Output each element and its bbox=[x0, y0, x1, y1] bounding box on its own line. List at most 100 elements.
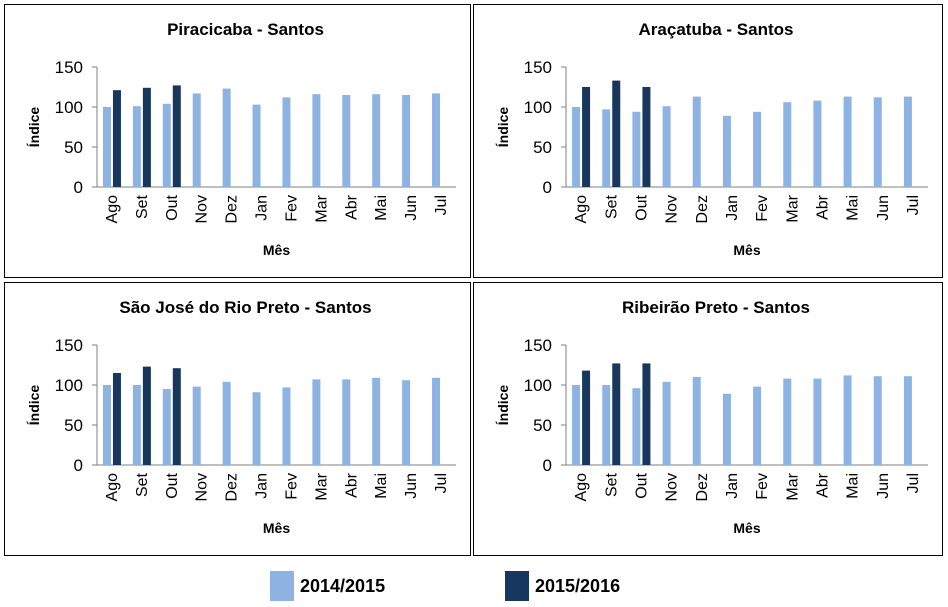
bar-2014-2015-dez bbox=[692, 96, 701, 187]
bar-2014-2015-jul bbox=[903, 376, 912, 465]
x-tick-label-fev: Fev bbox=[754, 195, 771, 222]
x-tick-label-jun: Jun bbox=[403, 473, 420, 499]
y-tick-label: 100 bbox=[524, 376, 552, 395]
y-tick-label: 0 bbox=[543, 178, 552, 197]
bar-2014-2015-jul bbox=[903, 96, 912, 187]
bar-2015-2016-ago bbox=[112, 373, 121, 465]
bar-2014-2015-jan bbox=[252, 104, 261, 187]
x-axis-label: Mês bbox=[733, 520, 760, 536]
bar-2015-2016-ago bbox=[582, 87, 591, 187]
legend-label-2014-2015: 2014/2015 bbox=[300, 575, 386, 596]
bar-2014-2015-abr bbox=[342, 379, 351, 465]
x-tick-label-nov: Nov bbox=[664, 195, 681, 223]
x-tick-label-jan: Jan bbox=[254, 195, 271, 221]
x-tick-label-set: Set bbox=[603, 194, 620, 219]
bar-2014-2015-out bbox=[162, 389, 171, 465]
x-axis-label: Mês bbox=[263, 520, 290, 536]
bar-2015-2016-out bbox=[642, 87, 651, 187]
legend-label-2015-2016: 2015/2016 bbox=[535, 575, 621, 596]
x-tick-label-jun: Jun bbox=[875, 195, 892, 221]
bar-2014-2015-mar bbox=[312, 94, 321, 187]
chart-panel-ribeirao-preto: Ribeirão Preto - Santos Índice 0 50 100 150 Ag… bbox=[473, 282, 943, 556]
bar-2014-2015-nov bbox=[192, 386, 201, 465]
bar-2014-2015-jul bbox=[432, 377, 441, 465]
x-tick-label-jan: Jan bbox=[254, 473, 271, 499]
y-axis-label: Índice bbox=[26, 107, 42, 148]
x-tick-label-jun: Jun bbox=[875, 473, 892, 499]
x-tick-label-fev: Fev bbox=[283, 195, 300, 222]
x-tick-label-mai: Mai bbox=[373, 473, 390, 499]
y-tick-label: 100 bbox=[524, 98, 552, 117]
x-tick-label-abr: Abr bbox=[343, 194, 360, 220]
bar-2014-2015-mai bbox=[372, 377, 381, 465]
x-tick-label-out: Out bbox=[164, 472, 181, 498]
x-tick-label-mar: Mar bbox=[313, 194, 330, 222]
bar-2014-2015-mai bbox=[843, 375, 852, 465]
x-tick-label-ago: Ago bbox=[104, 473, 121, 502]
bar-2014-2015-ago bbox=[572, 385, 581, 465]
bar-2014-2015-nov bbox=[192, 93, 201, 187]
bar-2014-2015-jan bbox=[252, 392, 261, 465]
bar-2014-2015-jan bbox=[722, 115, 731, 187]
bar-2014-2015-mar bbox=[312, 379, 321, 465]
x-tick-label-set: Set bbox=[603, 472, 620, 497]
x-tick-label-jan: Jan bbox=[724, 195, 741, 221]
y-tick-label: 50 bbox=[533, 138, 552, 157]
y-tick-label: 50 bbox=[533, 416, 552, 435]
bar-2014-2015-dez bbox=[222, 88, 231, 187]
y-tick-label: 150 bbox=[55, 336, 83, 355]
x-axis-label: Mês bbox=[733, 242, 760, 258]
y-tick-label: 0 bbox=[74, 178, 83, 197]
chart-panel-aracatuba: Araçatuba - Santos Índice 0 50 100 150 Ago Set O… bbox=[473, 4, 943, 278]
legend: 2014/2015 2015/2016 bbox=[0, 568, 948, 604]
chart-title: Ribeirão Preto - Santos bbox=[622, 298, 810, 317]
legend-item-2015-2016: 2015/2016 bbox=[505, 568, 620, 604]
x-tick-label-dez: Dez bbox=[224, 195, 241, 223]
bar-2014-2015-mai bbox=[372, 94, 381, 187]
y-tick-label: 50 bbox=[64, 416, 83, 435]
x-tick-label-jul: Jul bbox=[905, 195, 922, 215]
bar-2014-2015-mai bbox=[843, 96, 852, 187]
chart-piracicaba: Piracicaba - Santos Índice 0 50 100 150 Ago Set… bbox=[26, 20, 456, 258]
chart-sao-jose-do-rio-preto: São José do Rio Preto - Santos Índice 0 50 1… bbox=[26, 298, 456, 536]
x-tick-label-mai: Mai bbox=[373, 195, 390, 221]
bar-2014-2015-out bbox=[632, 111, 641, 187]
x-tick-label-out: Out bbox=[633, 472, 650, 498]
bar-2015-2016-out bbox=[172, 85, 181, 187]
bar-2014-2015-mar bbox=[783, 378, 792, 465]
y-tick-label: 0 bbox=[74, 456, 83, 475]
x-tick-label-mar: Mar bbox=[784, 194, 801, 222]
x-tick-label-set: Set bbox=[134, 194, 151, 219]
chart-panel-sao-jose-do-rio-preto: São José do Rio Preto - Santos Índice 0 50 1… bbox=[4, 282, 471, 556]
x-tick-label-fev: Fev bbox=[283, 473, 300, 500]
y-tick-label: 50 bbox=[64, 138, 83, 157]
x-tick-label-dez: Dez bbox=[224, 473, 241, 501]
y-tick-label: 0 bbox=[543, 456, 552, 475]
bar-2014-2015-jun bbox=[402, 95, 411, 187]
x-tick-label-mar: Mar bbox=[784, 472, 801, 500]
bar-2014-2015-fev bbox=[282, 97, 291, 187]
x-tick-label-mai: Mai bbox=[845, 473, 862, 499]
x-tick-label-nov: Nov bbox=[194, 195, 211, 223]
bar-2014-2015-mar bbox=[783, 102, 792, 187]
x-tick-label-abr: Abr bbox=[814, 472, 831, 498]
x-tick-label-ago: Ago bbox=[104, 195, 121, 224]
bar-2014-2015-nov bbox=[662, 381, 671, 465]
bar-2014-2015-jun bbox=[873, 97, 882, 187]
bar-2014-2015-fev bbox=[753, 111, 762, 187]
x-tick-label-set: Set bbox=[134, 472, 151, 497]
x-tick-label-jul: Jul bbox=[905, 473, 922, 493]
bar-2014-2015-fev bbox=[282, 387, 291, 465]
bar-2014-2015-set bbox=[602, 385, 611, 465]
legend-swatch-2014-2015 bbox=[270, 571, 294, 601]
chart-title: Piracicaba - Santos bbox=[167, 20, 324, 39]
chart-aracatuba: Araçatuba - Santos Índice 0 50 100 150 Ago Set O… bbox=[495, 20, 928, 258]
bar-2014-2015-abr bbox=[342, 95, 351, 187]
bar-2014-2015-set bbox=[132, 106, 141, 187]
y-axis-label: Índice bbox=[495, 385, 511, 426]
bar-2014-2015-dez bbox=[692, 377, 701, 465]
bar-2014-2015-fev bbox=[753, 386, 762, 465]
x-tick-label-dez: Dez bbox=[694, 195, 711, 223]
bar-2015-2016-set bbox=[142, 87, 151, 187]
bar-2015-2016-set bbox=[612, 363, 621, 465]
